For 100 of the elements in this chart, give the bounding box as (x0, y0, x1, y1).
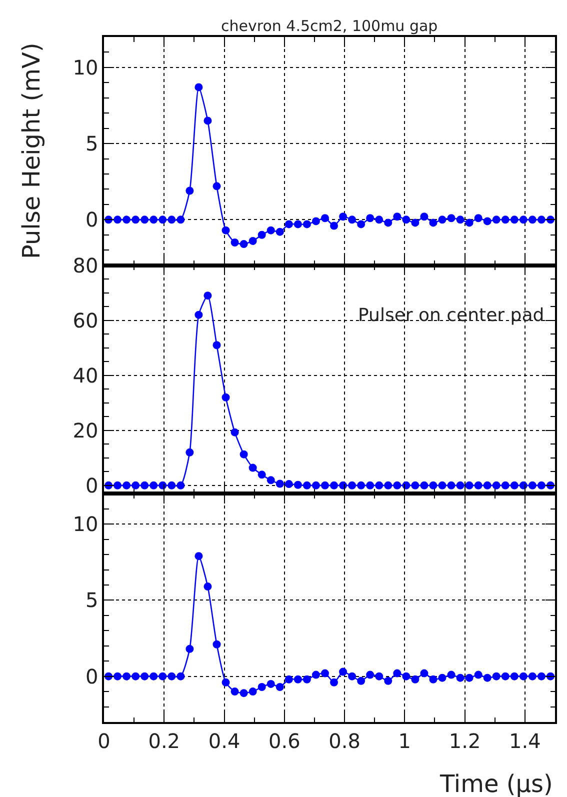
point (320, 214, 329, 222)
point (501, 216, 510, 224)
point (474, 481, 482, 490)
point (186, 186, 194, 195)
point (510, 481, 518, 490)
point (357, 676, 366, 685)
point (294, 220, 302, 228)
point (168, 481, 176, 490)
point (240, 689, 248, 698)
point (248, 688, 257, 696)
point (510, 216, 518, 224)
point (294, 675, 302, 684)
y-tick-label: 0 (86, 664, 98, 688)
point (122, 672, 131, 680)
point (348, 216, 356, 224)
point (501, 481, 510, 490)
point (429, 481, 438, 490)
point (411, 675, 420, 684)
point (212, 182, 221, 190)
point (186, 448, 194, 456)
point (465, 218, 474, 227)
point (240, 240, 248, 248)
point (438, 481, 446, 490)
point (330, 481, 338, 490)
point (204, 116, 212, 125)
x-axis-title: Time (µs) (439, 770, 553, 797)
point (150, 672, 158, 680)
point (474, 214, 482, 222)
point (483, 674, 492, 682)
point (150, 481, 158, 490)
point (393, 212, 402, 221)
x-tick-label: 1.4 (509, 728, 541, 753)
x-tick-label: 1.2 (448, 728, 481, 753)
point (384, 218, 392, 227)
point (474, 670, 482, 679)
point (447, 481, 456, 490)
point (510, 672, 518, 680)
point (302, 220, 311, 228)
point (140, 481, 149, 490)
y-tick-label: 40 (72, 363, 98, 388)
point (248, 464, 257, 472)
point (312, 481, 320, 490)
point (528, 672, 536, 680)
point (240, 450, 248, 458)
point (258, 682, 266, 691)
point (402, 672, 410, 680)
point (411, 481, 420, 490)
point (302, 481, 311, 490)
point (465, 481, 474, 490)
point (438, 674, 446, 682)
point (492, 672, 500, 680)
point (194, 552, 203, 560)
point (492, 481, 500, 490)
y-axis-title: Pulse Height (mV) (18, 42, 46, 260)
point (312, 217, 320, 226)
point (222, 678, 230, 686)
point (447, 214, 456, 222)
point (320, 669, 329, 678)
point (330, 678, 338, 686)
point (366, 214, 374, 222)
point (204, 582, 212, 591)
point (375, 216, 384, 224)
point (194, 83, 203, 92)
point (158, 672, 167, 680)
point (176, 481, 185, 490)
x-tick-label: 1 (398, 728, 412, 753)
point (230, 688, 239, 696)
point (366, 670, 374, 679)
point (420, 481, 428, 490)
point (266, 476, 275, 484)
point (420, 212, 428, 221)
point (393, 669, 402, 678)
point (258, 230, 266, 239)
point (456, 216, 464, 224)
y-tick-label: 20 (72, 418, 98, 442)
point (258, 470, 266, 479)
x-tick-label: 0.8 (328, 728, 360, 753)
point (375, 672, 384, 680)
point (348, 481, 356, 490)
point (402, 216, 410, 224)
point (456, 481, 464, 490)
y-tick-label: 0 (86, 473, 98, 498)
point (519, 216, 528, 224)
point (339, 668, 348, 676)
point (501, 672, 510, 680)
point (194, 310, 203, 319)
point (140, 216, 149, 224)
point (284, 480, 293, 488)
point (248, 236, 257, 245)
point (176, 672, 185, 680)
point (429, 675, 438, 684)
y-tick-label: 5 (86, 588, 98, 612)
point (212, 640, 221, 648)
point (384, 676, 392, 685)
point (339, 212, 348, 221)
point (266, 680, 275, 688)
point (284, 220, 293, 228)
point (140, 672, 149, 680)
point (357, 220, 366, 228)
point (483, 481, 492, 490)
